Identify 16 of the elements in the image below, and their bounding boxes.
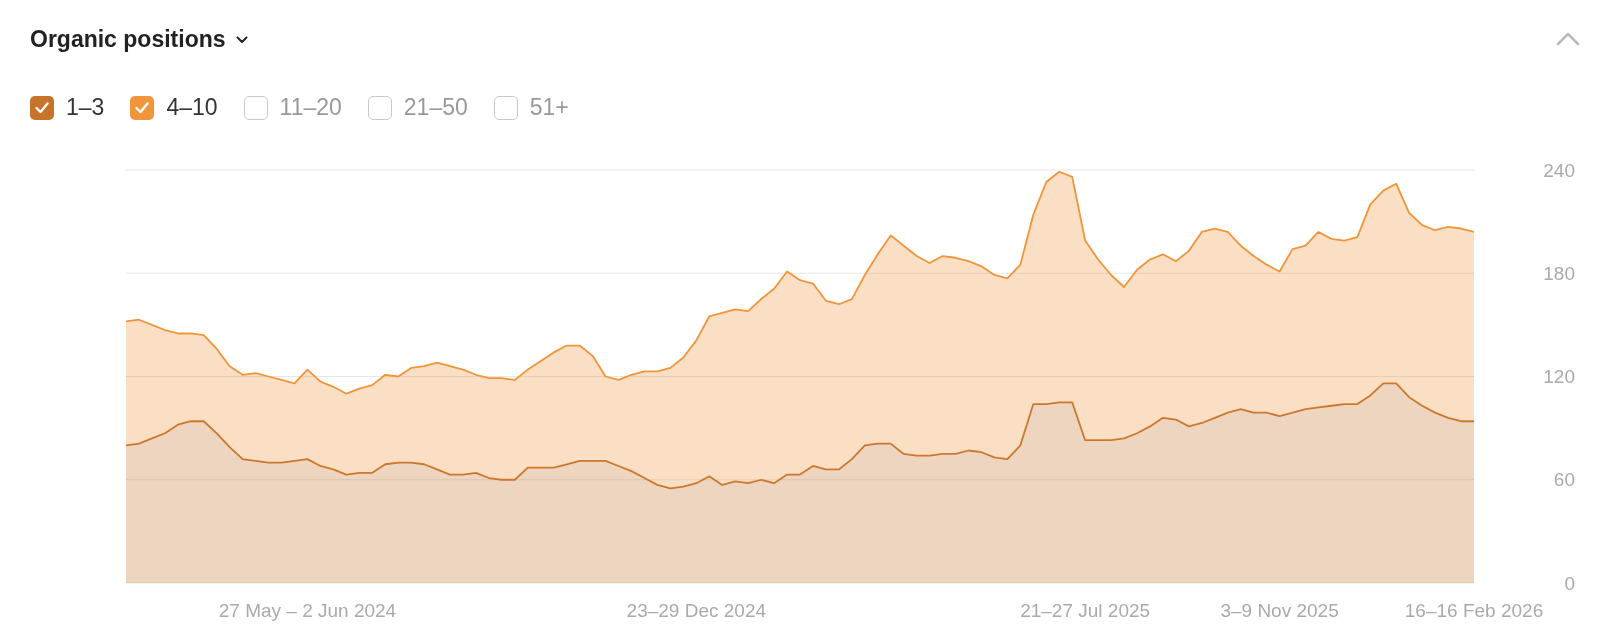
x-tick-label: 3–9 Nov 2025 bbox=[1220, 600, 1339, 621]
legend-label: 11–20 bbox=[279, 94, 342, 121]
y-tick-label: 180 bbox=[1543, 262, 1575, 284]
x-tick-label: 27 May – 2 Jun 2024 bbox=[218, 600, 397, 621]
legend-label: 51+ bbox=[529, 94, 569, 121]
x-tick-label: 23–29 Dec 2024 bbox=[626, 600, 767, 621]
chart-title: Organic positions bbox=[30, 26, 226, 53]
legend-label: 21–50 bbox=[403, 94, 468, 121]
x-tick-label: 16–16 Feb 2026 bbox=[1404, 600, 1544, 621]
y-tick-label: 60 bbox=[1553, 469, 1575, 491]
y-tick-label: 0 bbox=[1564, 572, 1575, 594]
legend-label: 4–10 bbox=[166, 94, 218, 121]
y-tick-label: 120 bbox=[1543, 366, 1575, 388]
legend-label: 1–3 bbox=[66, 94, 105, 121]
y-tick-label: 240 bbox=[1543, 159, 1575, 181]
x-tick-label: 21–27 Jul 2025 bbox=[1020, 600, 1151, 621]
